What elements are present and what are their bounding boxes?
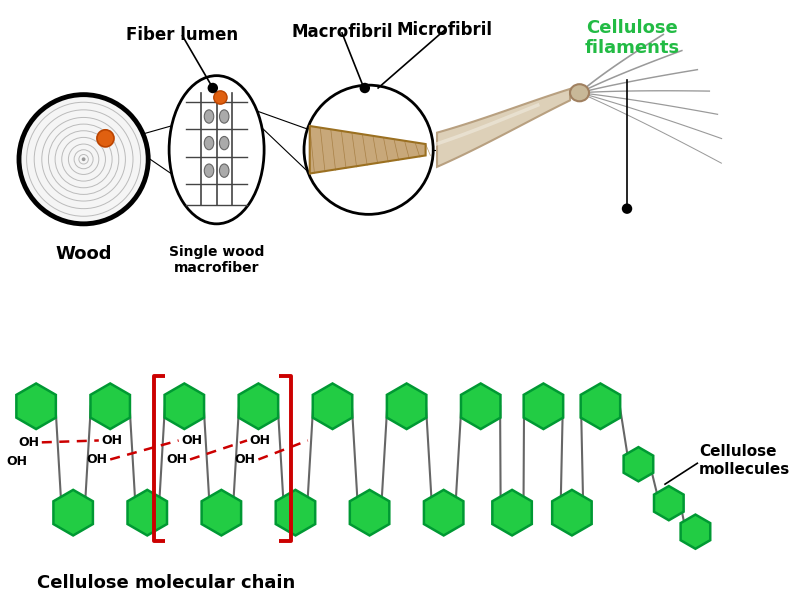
- Circle shape: [359, 83, 370, 93]
- Text: Cellulose
filaments: Cellulose filaments: [584, 19, 679, 57]
- Circle shape: [82, 157, 86, 161]
- Text: Single wood
macrofiber: Single wood macrofiber: [169, 245, 264, 275]
- Polygon shape: [624, 447, 654, 481]
- Text: Fiber lumen: Fiber lumen: [126, 27, 238, 44]
- Polygon shape: [54, 490, 93, 535]
- Ellipse shape: [204, 164, 214, 177]
- Polygon shape: [276, 490, 315, 535]
- Text: Microfibril: Microfibril: [397, 21, 493, 39]
- Circle shape: [304, 85, 434, 214]
- Polygon shape: [424, 490, 463, 535]
- Circle shape: [622, 203, 632, 214]
- Text: Cellulose molecular chain: Cellulose molecular chain: [37, 575, 295, 592]
- Polygon shape: [313, 384, 352, 429]
- Polygon shape: [238, 384, 278, 429]
- Polygon shape: [350, 490, 390, 535]
- Ellipse shape: [219, 110, 229, 123]
- Polygon shape: [461, 384, 501, 429]
- Circle shape: [214, 91, 227, 104]
- Ellipse shape: [204, 110, 214, 123]
- Text: OH: OH: [250, 434, 271, 447]
- Ellipse shape: [219, 164, 229, 177]
- Text: OH: OH: [234, 453, 256, 466]
- Polygon shape: [492, 490, 532, 535]
- Text: OH: OH: [182, 434, 202, 447]
- Polygon shape: [387, 384, 426, 429]
- Circle shape: [207, 83, 218, 93]
- Polygon shape: [165, 384, 204, 429]
- Polygon shape: [654, 486, 684, 520]
- Text: Wood: Wood: [55, 245, 112, 263]
- Polygon shape: [681, 514, 710, 549]
- Polygon shape: [202, 490, 241, 535]
- Text: Macrofibril: Macrofibril: [291, 24, 393, 42]
- Text: Cellulose
mollecules: Cellulose mollecules: [699, 444, 790, 476]
- Polygon shape: [437, 89, 570, 167]
- Polygon shape: [127, 490, 167, 535]
- Polygon shape: [310, 126, 426, 174]
- Text: OH: OH: [18, 436, 39, 449]
- Ellipse shape: [570, 84, 589, 101]
- Circle shape: [97, 130, 114, 147]
- Text: OH: OH: [6, 455, 28, 468]
- Text: OH: OH: [102, 434, 122, 447]
- Polygon shape: [581, 384, 620, 429]
- Polygon shape: [90, 384, 130, 429]
- Text: OH: OH: [86, 453, 107, 466]
- Polygon shape: [16, 384, 56, 429]
- Ellipse shape: [204, 136, 214, 150]
- Circle shape: [19, 95, 148, 224]
- Ellipse shape: [169, 75, 264, 224]
- Ellipse shape: [219, 136, 229, 150]
- Text: OH: OH: [166, 453, 187, 466]
- Polygon shape: [552, 490, 592, 535]
- Polygon shape: [524, 384, 563, 429]
